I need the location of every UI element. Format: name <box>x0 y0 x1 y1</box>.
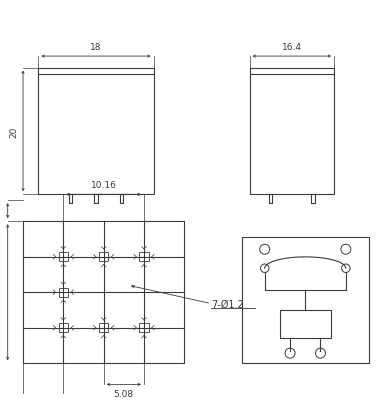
Text: 10.16: 10.16 <box>91 181 117 190</box>
Bar <box>139 323 149 333</box>
Text: 18: 18 <box>90 43 102 52</box>
Bar <box>59 323 68 333</box>
Bar <box>311 195 314 203</box>
Bar <box>94 195 98 203</box>
Text: 16.4: 16.4 <box>282 43 302 52</box>
Bar <box>59 288 68 297</box>
Text: 3.81: 3.81 <box>0 201 3 221</box>
Bar <box>269 195 272 203</box>
Text: 8.89: 8.89 <box>0 282 3 303</box>
Bar <box>280 310 331 338</box>
Bar <box>59 252 68 262</box>
Bar <box>69 195 73 203</box>
Bar <box>250 68 334 195</box>
Bar <box>99 323 108 333</box>
Text: 5.08: 5.08 <box>114 390 134 399</box>
Bar <box>23 222 184 363</box>
Bar <box>139 252 149 262</box>
Bar <box>242 237 369 363</box>
Text: 20: 20 <box>9 126 18 137</box>
Text: 7-Ø1.2: 7-Ø1.2 <box>211 299 244 309</box>
Bar <box>99 252 108 262</box>
Bar <box>119 195 123 203</box>
Bar <box>38 68 154 195</box>
